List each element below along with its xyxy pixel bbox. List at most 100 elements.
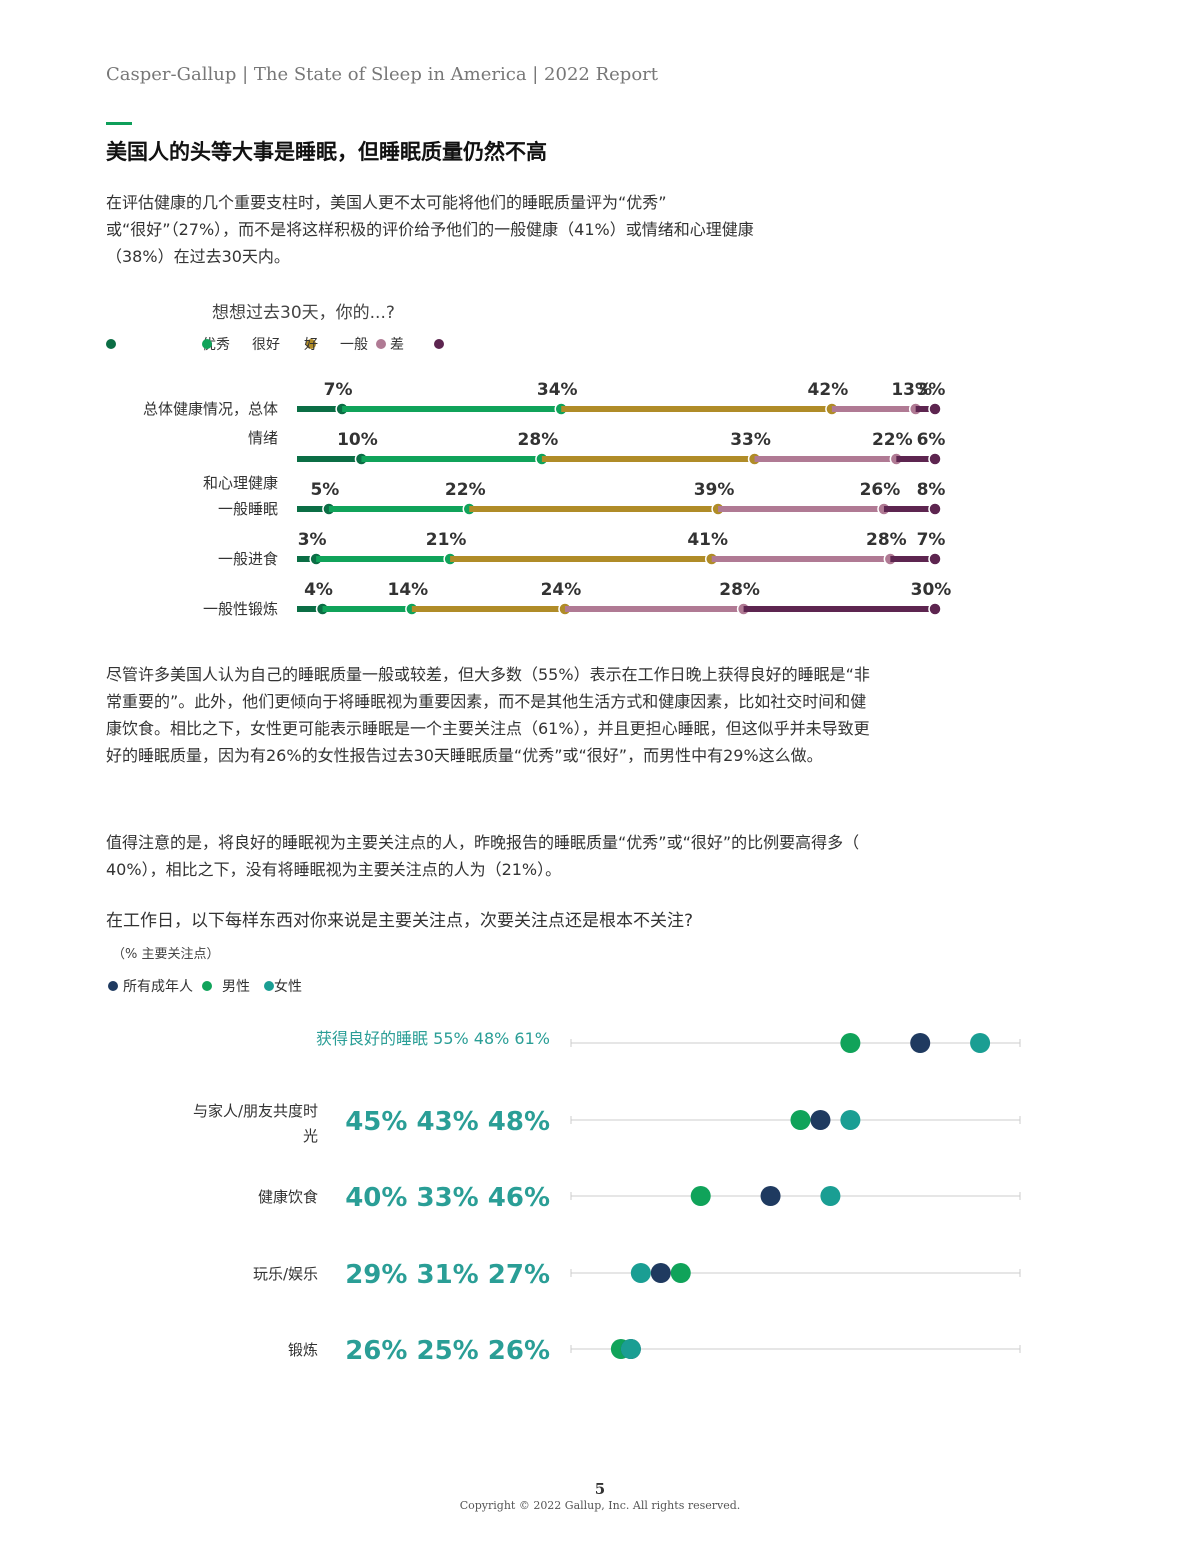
legend-dot-all-adults [108,981,118,991]
bar-segment-好 [450,556,712,562]
dot-男性 [670,1263,691,1283]
row-label: 光 [303,1127,318,1145]
data-label: 8% [917,480,946,500]
intro-paragraph: 在评估健康的几个重要支柱时，美国人更不太可能将他们的睡眠质量评为“优秀” 或“很… [106,189,1006,270]
data-label: 41% [687,530,728,550]
bar-segment-一般 [831,406,916,412]
legend-dot-fair [376,339,386,349]
data-label: 6% [917,430,946,450]
paragraph-line: 康饮食。相比之下，女性更可能表示睡眠是一个主要关注点（61%），并且更担心睡眠，… [106,719,870,738]
legend-label-all-adults: 所有成年人 [123,979,193,995]
legend-label-very-good: 很好 [252,337,280,353]
bar-segment-差 [883,506,935,512]
bar-segment-很好 [328,506,470,512]
bar-segment-一般 [564,606,744,612]
legend-dot-poor [434,339,444,349]
dot-所有成年人 [650,1263,671,1283]
legend-dot-excellent [106,339,116,349]
dot-男性 [790,1110,811,1130]
row-label: 和心理健康 [203,474,278,492]
data-label: 3% [298,530,327,550]
page-number: 5 [594,1480,606,1498]
bar-segment-差 [743,606,935,612]
dot-所有成年人 [910,1033,931,1053]
paragraph-line: 好的睡眠质量，因为有26%的女性报告过去30天睡眠质量“优秀”或“很好”，而男性… [106,746,823,765]
row-label: 一般性锻炼 [203,600,278,618]
row-label: 与家人/朋友共度时 [193,1102,318,1120]
legend-label-poor: 差 [390,337,404,353]
data-label: 4% [304,580,333,600]
segment-end-marker [928,602,942,616]
bar-segment-很好 [316,556,451,562]
bar-segment-好 [469,506,719,512]
dot-所有成年人 [760,1186,781,1206]
bar-segment-很好 [361,456,542,462]
bar-segment-优秀 [297,606,323,612]
row-label: 健康饮食 [258,1188,318,1206]
row-label: 总体健康情况，总体 [143,400,278,418]
dot-女性 [620,1339,641,1359]
body-paragraph-2: 尽管许多美国人认为自己的睡眠质量一般或较差，但大多数（55%）表示在工作日晚上获… [106,661,1006,769]
row-values: 40% 33% 46% [345,1183,550,1213]
chart2-legend: 所有成年人 男性 女性 [106,976,366,996]
data-label: 5% [310,480,339,500]
bar-segment-优秀 [297,556,317,562]
chart1-legend: 优秀 很好 好 一般 差 [106,334,466,354]
intro-line: 在评估健康的几个重要支柱时，美国人更不太可能将他们的睡眠质量评为“优秀” [106,193,667,212]
intro-line: 或“很好”（27%），而不是将这样积极的评价给予他们的一般健康（41%）或情绪和… [106,220,754,239]
data-label: 21% [426,530,467,550]
row-label-with-values: 获得良好的睡眠 55% 48% 61% [316,1029,550,1048]
bar-segment-一般 [711,556,891,562]
data-label: 42% [808,380,849,400]
dot-女性 [840,1110,861,1130]
dot-所有成年人 [810,1110,831,1130]
legend-label-women: 女性 [274,979,302,995]
body-paragraph-3: 值得注意的是，将良好的睡眠视为主要关注点的人，昨晚报告的睡眠质量“优秀”或“很好… [106,829,1006,883]
bar-segment-好 [561,406,832,412]
bar-segment-优秀 [297,506,329,512]
bar-segment-优秀 [297,456,362,462]
data-label: 28% [518,430,559,450]
data-label: 22% [445,480,486,500]
row-label: 玩乐/娱乐 [253,1265,318,1283]
legend-label-men: 男性 [222,979,250,995]
row-label: 一般睡眠 [218,500,278,518]
segment-end-marker [928,402,942,416]
data-label: 39% [694,480,735,500]
data-label: 7% [917,530,946,550]
legend-dot-very-good [202,339,212,349]
intro-line: （38%）在过去30天内。 [106,247,290,266]
row-label: 情绪 [248,429,278,447]
row-values: 26% 25% 26% [345,1336,550,1366]
copyright-notice: Copyright © 2022 Gallup, Inc. All rights… [459,1499,741,1512]
bar-segment-一般 [754,456,897,462]
section-title: 美国人的头等大事是睡眠，但睡眠质量仍然不高 [106,140,547,164]
data-label: 10% [337,430,378,450]
segment-end-marker [928,502,942,516]
data-label: 33% [730,430,771,450]
data-label: 30% [911,580,952,600]
legend-label-good: 好 [304,337,318,353]
chart2-question: 在工作日，以下每样东西对你来说是主要关注点，次要关注点还是根本不关注? [106,911,694,931]
data-label: 7% [324,380,353,400]
row-values: 45% 43% 48% [345,1107,550,1137]
data-label: 24% [541,580,582,600]
bar-segment-很好 [342,406,562,412]
legend-label-fair: 一般 [340,337,368,353]
bar-segment-差 [915,406,935,412]
data-label: 28% [719,580,760,600]
dot-女性 [970,1033,991,1053]
segment-end-marker [928,552,942,566]
paragraph-line: 尽管许多美国人认为自己的睡眠质量一般或较差，但大多数（55%）表示在工作日晚上获… [106,665,870,684]
legend-dot-good [306,339,316,349]
chart1-question: 想想过去30天，你的...? [212,303,395,323]
legend-dot-women [264,981,274,991]
row-values: 29% 31% 27% [345,1260,550,1290]
data-label: 28% [866,530,907,550]
dot-男性 [690,1186,711,1206]
bar-segment-好 [541,456,755,462]
bar-segment-很好 [322,606,412,612]
dot-女性 [630,1263,651,1283]
data-label: 26% [860,480,901,500]
